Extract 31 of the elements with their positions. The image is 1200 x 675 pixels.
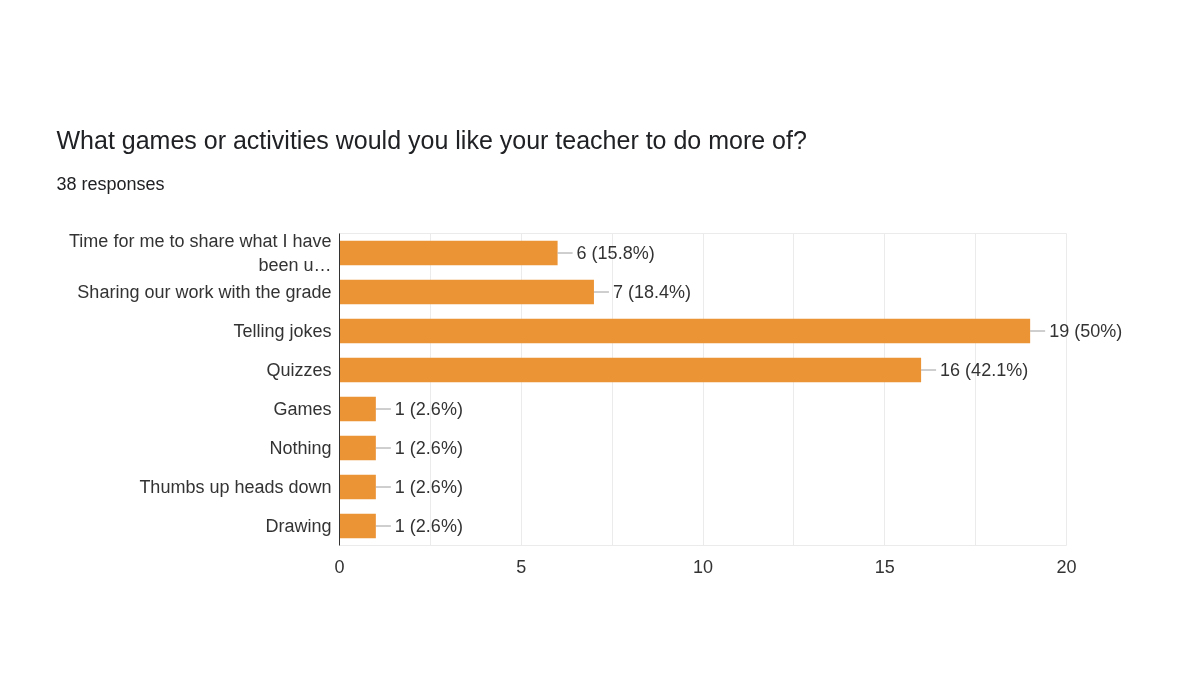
y-tick-label: Sharing our work with the grade [77,282,332,302]
x-tick-label: 20 [1056,556,1077,577]
bar [339,279,594,305]
data-label: 1 (2.6%) [394,477,463,497]
bar [339,240,558,266]
x-tick-label: 5 [516,556,527,577]
bar [339,513,376,539]
bar [339,474,376,500]
data-label: 19 (50%) [1049,321,1123,341]
bar [339,396,376,422]
y-tick-label: Games [273,399,332,419]
y-tick-label: Nothing [269,438,332,458]
x-tick-label: 0 [334,556,345,577]
data-label: 6 (15.8%) [576,243,655,263]
bar [339,435,376,461]
data-label: 7 (18.4%) [612,282,691,302]
data-label: 16 (42.1%) [940,360,1029,380]
y-tick-label: Thumbs up heads down [139,477,332,497]
chart-title: What games or activities would you like your teacher to do more of? [56,126,807,154]
x-tick-label: 10 [692,556,714,577]
data-label: 1 (2.6%) [394,399,463,419]
data-label: 1 (2.6%) [394,438,463,458]
bar [339,357,922,383]
y-tick-label: Time for me to share what I have been u… [69,231,332,275]
x-tick-label: 15 [874,556,895,577]
y-tick-label: Quizzes [266,360,332,380]
y-tick-label: Drawing [265,516,332,536]
bar [339,318,1031,344]
data-label: 1 (2.6%) [394,516,463,536]
text: 38 responses [56,174,165,194]
y-tick-label: Telling jokes [233,321,332,341]
